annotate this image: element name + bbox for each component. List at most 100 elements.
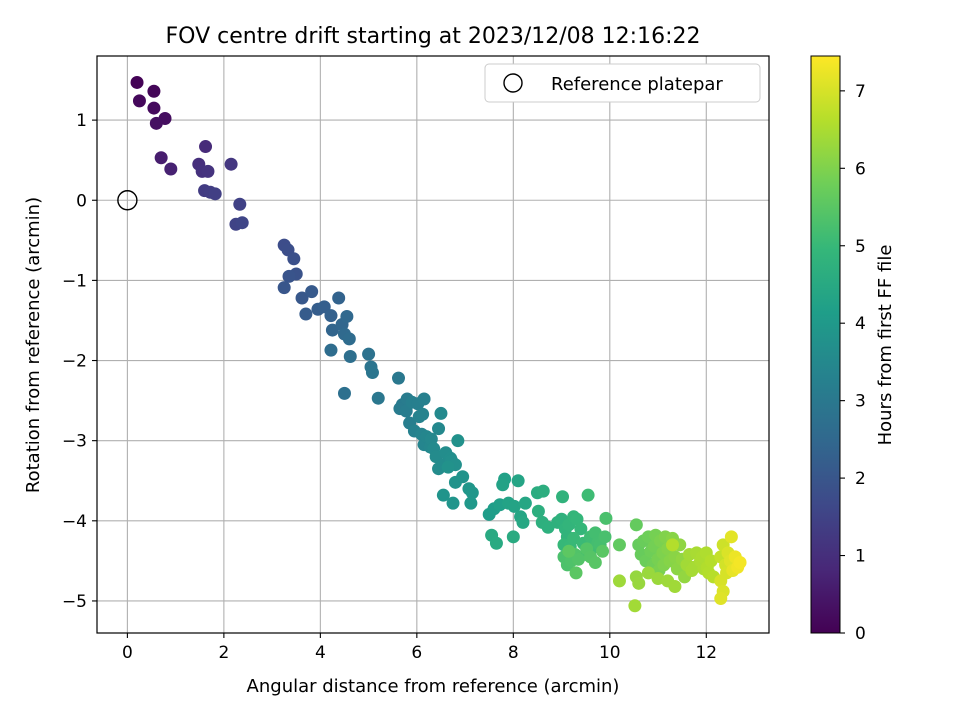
- data-point: [332, 291, 346, 305]
- data-point: [496, 478, 510, 492]
- y-tick-label: −4: [62, 512, 87, 532]
- plot-area: [96, 55, 770, 634]
- data-point: [612, 538, 626, 552]
- reference-marker: [117, 190, 138, 211]
- data-point: [567, 531, 581, 545]
- colorbar-tick-label: 2: [855, 469, 866, 489]
- colorbar-ticks: 0 1 2 3 4 5 6 7: [840, 82, 866, 644]
- data-point: [317, 300, 331, 314]
- data-point: [562, 544, 576, 558]
- data-point: [282, 269, 296, 283]
- colorbar-tick-label: 1: [855, 547, 866, 567]
- data-point: [224, 157, 238, 171]
- data-point: [325, 323, 339, 337]
- data-point: [342, 332, 356, 346]
- data-point: [287, 252, 301, 266]
- data-point: [199, 140, 213, 154]
- data-point: [536, 484, 550, 498]
- data-point: [518, 496, 532, 510]
- data-point: [416, 407, 430, 421]
- data-point: [464, 496, 478, 510]
- data-point: [340, 309, 354, 323]
- data-point: [571, 552, 585, 566]
- data-point: [371, 391, 385, 405]
- colorbar-gradient: [810, 55, 841, 634]
- data-point: [201, 164, 215, 178]
- data-point: [208, 187, 222, 201]
- data-point: [130, 75, 144, 89]
- data-point: [337, 386, 351, 400]
- x-axis: 0 2 4 6 8 10 12: [122, 633, 717, 663]
- x-tick-label: 4: [315, 643, 326, 663]
- data-point: [434, 406, 448, 420]
- data-point: [417, 392, 431, 406]
- data-point: [362, 347, 376, 361]
- y-tick-label: 0: [76, 191, 87, 211]
- data-points: [130, 75, 747, 613]
- data-point: [668, 580, 682, 594]
- data-point: [628, 599, 642, 613]
- data-point: [132, 94, 146, 108]
- x-tick-label: 6: [411, 643, 422, 663]
- y-tick-label: −1: [62, 271, 87, 291]
- colorbar: 0 1 2 3 4 5 6 7 Hours from first FF file: [810, 55, 896, 644]
- data-point: [324, 343, 338, 357]
- colorbar-tick-label: 5: [855, 237, 866, 257]
- data-point: [343, 350, 357, 364]
- x-tick-label: 10: [599, 643, 621, 663]
- data-point: [277, 281, 291, 295]
- data-point: [598, 530, 612, 544]
- y-tick-label: −2: [62, 352, 87, 372]
- data-point: [506, 530, 520, 544]
- data-point: [641, 566, 655, 580]
- x-tick-label: 12: [695, 643, 717, 663]
- data-point: [147, 84, 161, 98]
- data-point: [574, 522, 588, 536]
- data-point: [164, 162, 178, 176]
- data-point: [149, 116, 163, 130]
- data-point: [324, 309, 338, 323]
- grid-lines: [97, 56, 769, 633]
- legend: Reference platepar: [484, 63, 761, 103]
- data-point: [632, 576, 646, 590]
- data-point: [451, 434, 465, 448]
- data-point: [733, 555, 747, 569]
- x-axis-label: Angular distance from reference (arcmin): [247, 676, 620, 697]
- data-point: [714, 574, 728, 588]
- chart-title: FOV centre drift starting at 2023/12/08 …: [166, 24, 701, 49]
- data-point: [295, 291, 309, 305]
- data-point: [511, 474, 525, 488]
- data-point: [588, 555, 602, 569]
- colorbar-tick-label: 7: [855, 82, 866, 102]
- data-point: [516, 515, 530, 529]
- x-tick-label: 8: [508, 643, 519, 663]
- data-point: [446, 496, 460, 510]
- data-point: [541, 520, 555, 534]
- colorbar-tick-label: 0: [855, 624, 866, 644]
- data-point: [365, 366, 379, 380]
- data-point: [305, 285, 319, 299]
- colorbar-label: Hours from first FF file: [875, 245, 896, 446]
- data-point: [724, 530, 738, 544]
- data-point: [612, 574, 626, 588]
- data-point: [233, 197, 247, 211]
- data-point: [714, 592, 728, 606]
- colorbar-tick-label: 3: [855, 392, 866, 412]
- y-tick-label: −3: [62, 432, 87, 452]
- y-tick-label: 1: [76, 111, 87, 131]
- data-point: [507, 499, 521, 513]
- data-point: [629, 518, 643, 532]
- colorbar-tick-label: 4: [855, 314, 866, 334]
- data-point: [596, 544, 610, 558]
- legend-marker-reference: [503, 73, 523, 93]
- y-axis: −5 −4 −3 −2 −1 0 1: [62, 111, 97, 612]
- data-point: [581, 488, 595, 502]
- data-point: [436, 488, 450, 502]
- data-point: [556, 490, 570, 504]
- y-axis-label: Rotation from reference (arcmin): [23, 197, 44, 493]
- data-point: [235, 216, 249, 230]
- colorbar-tick-label: 6: [855, 159, 866, 179]
- data-point: [465, 486, 479, 500]
- data-point: [569, 566, 583, 580]
